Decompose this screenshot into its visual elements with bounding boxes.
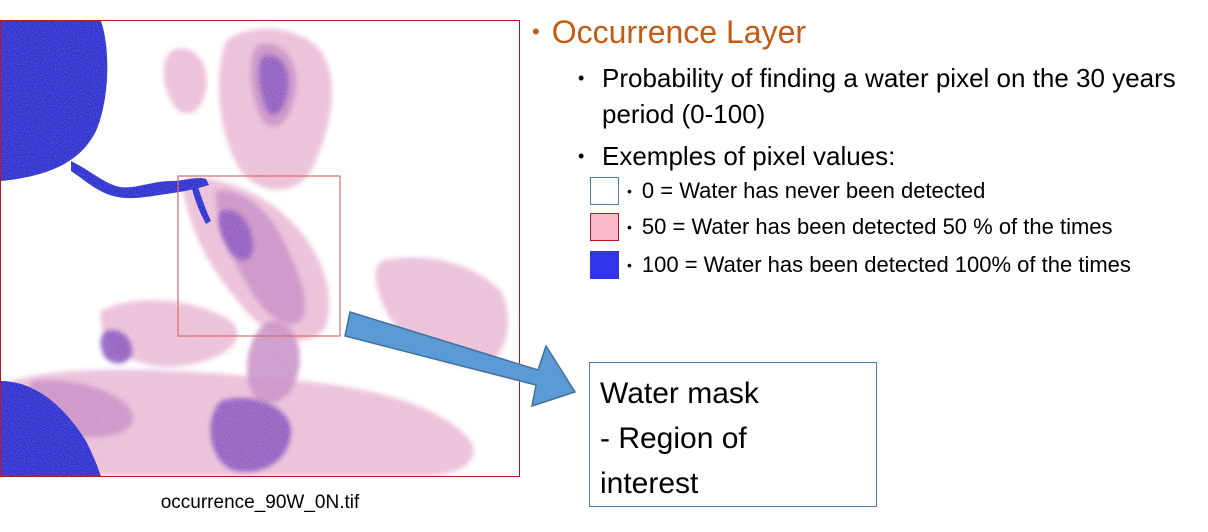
legend-text-100: 100 = Water has been detected 100% of th… xyxy=(641,252,1131,277)
probability-bullet-item: • Probability of finding a water pixel o… xyxy=(578,60,1198,132)
water-mask-line-3: interest xyxy=(600,467,699,500)
occurrence-layer-heading: • Occurrence Layer xyxy=(532,14,806,51)
legend-row-100: • 100 = Water has been detected 100% of … xyxy=(590,251,1131,279)
map-caption: occurrence_90W_0N.tif xyxy=(160,492,360,513)
examples-bullet-item: • Exemples of pixel values: xyxy=(578,138,1198,174)
legend-swatch-0 xyxy=(590,177,619,205)
legend-swatch-100 xyxy=(590,251,619,279)
legend-text-50: 50 = Water has been detected 50 % of the… xyxy=(641,214,1113,239)
legend-bullet-50: • xyxy=(627,219,632,235)
heading-bullet: • xyxy=(532,19,540,44)
grain-texture xyxy=(1,21,519,476)
probability-text: Probability of finding a water pixel on … xyxy=(602,63,1176,129)
occurrence-map-image xyxy=(0,20,520,477)
examples-bullet: • xyxy=(578,146,585,166)
occurrence-map-graphic xyxy=(1,21,519,476)
legend-swatch-50 xyxy=(590,213,619,241)
legend-text-0: 0 = Water has never been detected xyxy=(641,178,986,203)
region-of-interest-box xyxy=(177,175,341,337)
examples-text: Exemples of pixel values: xyxy=(602,141,896,171)
water-mask-line-1: Water mask xyxy=(600,377,759,410)
legend-row-0: • 0 = Water has never been detected xyxy=(590,177,985,205)
legend-bullet-0: • xyxy=(627,183,632,199)
legend-row-50: • 50 = Water has been detected 50 % of t… xyxy=(590,213,1113,241)
legend-bullet-100: • xyxy=(627,257,632,273)
heading-text: Occurrence Layer xyxy=(551,14,807,50)
probability-bullet: • xyxy=(578,68,585,88)
water-mask-box: Water mask - Region of interest xyxy=(589,362,877,507)
water-mask-line-2: - Region of xyxy=(600,422,747,455)
